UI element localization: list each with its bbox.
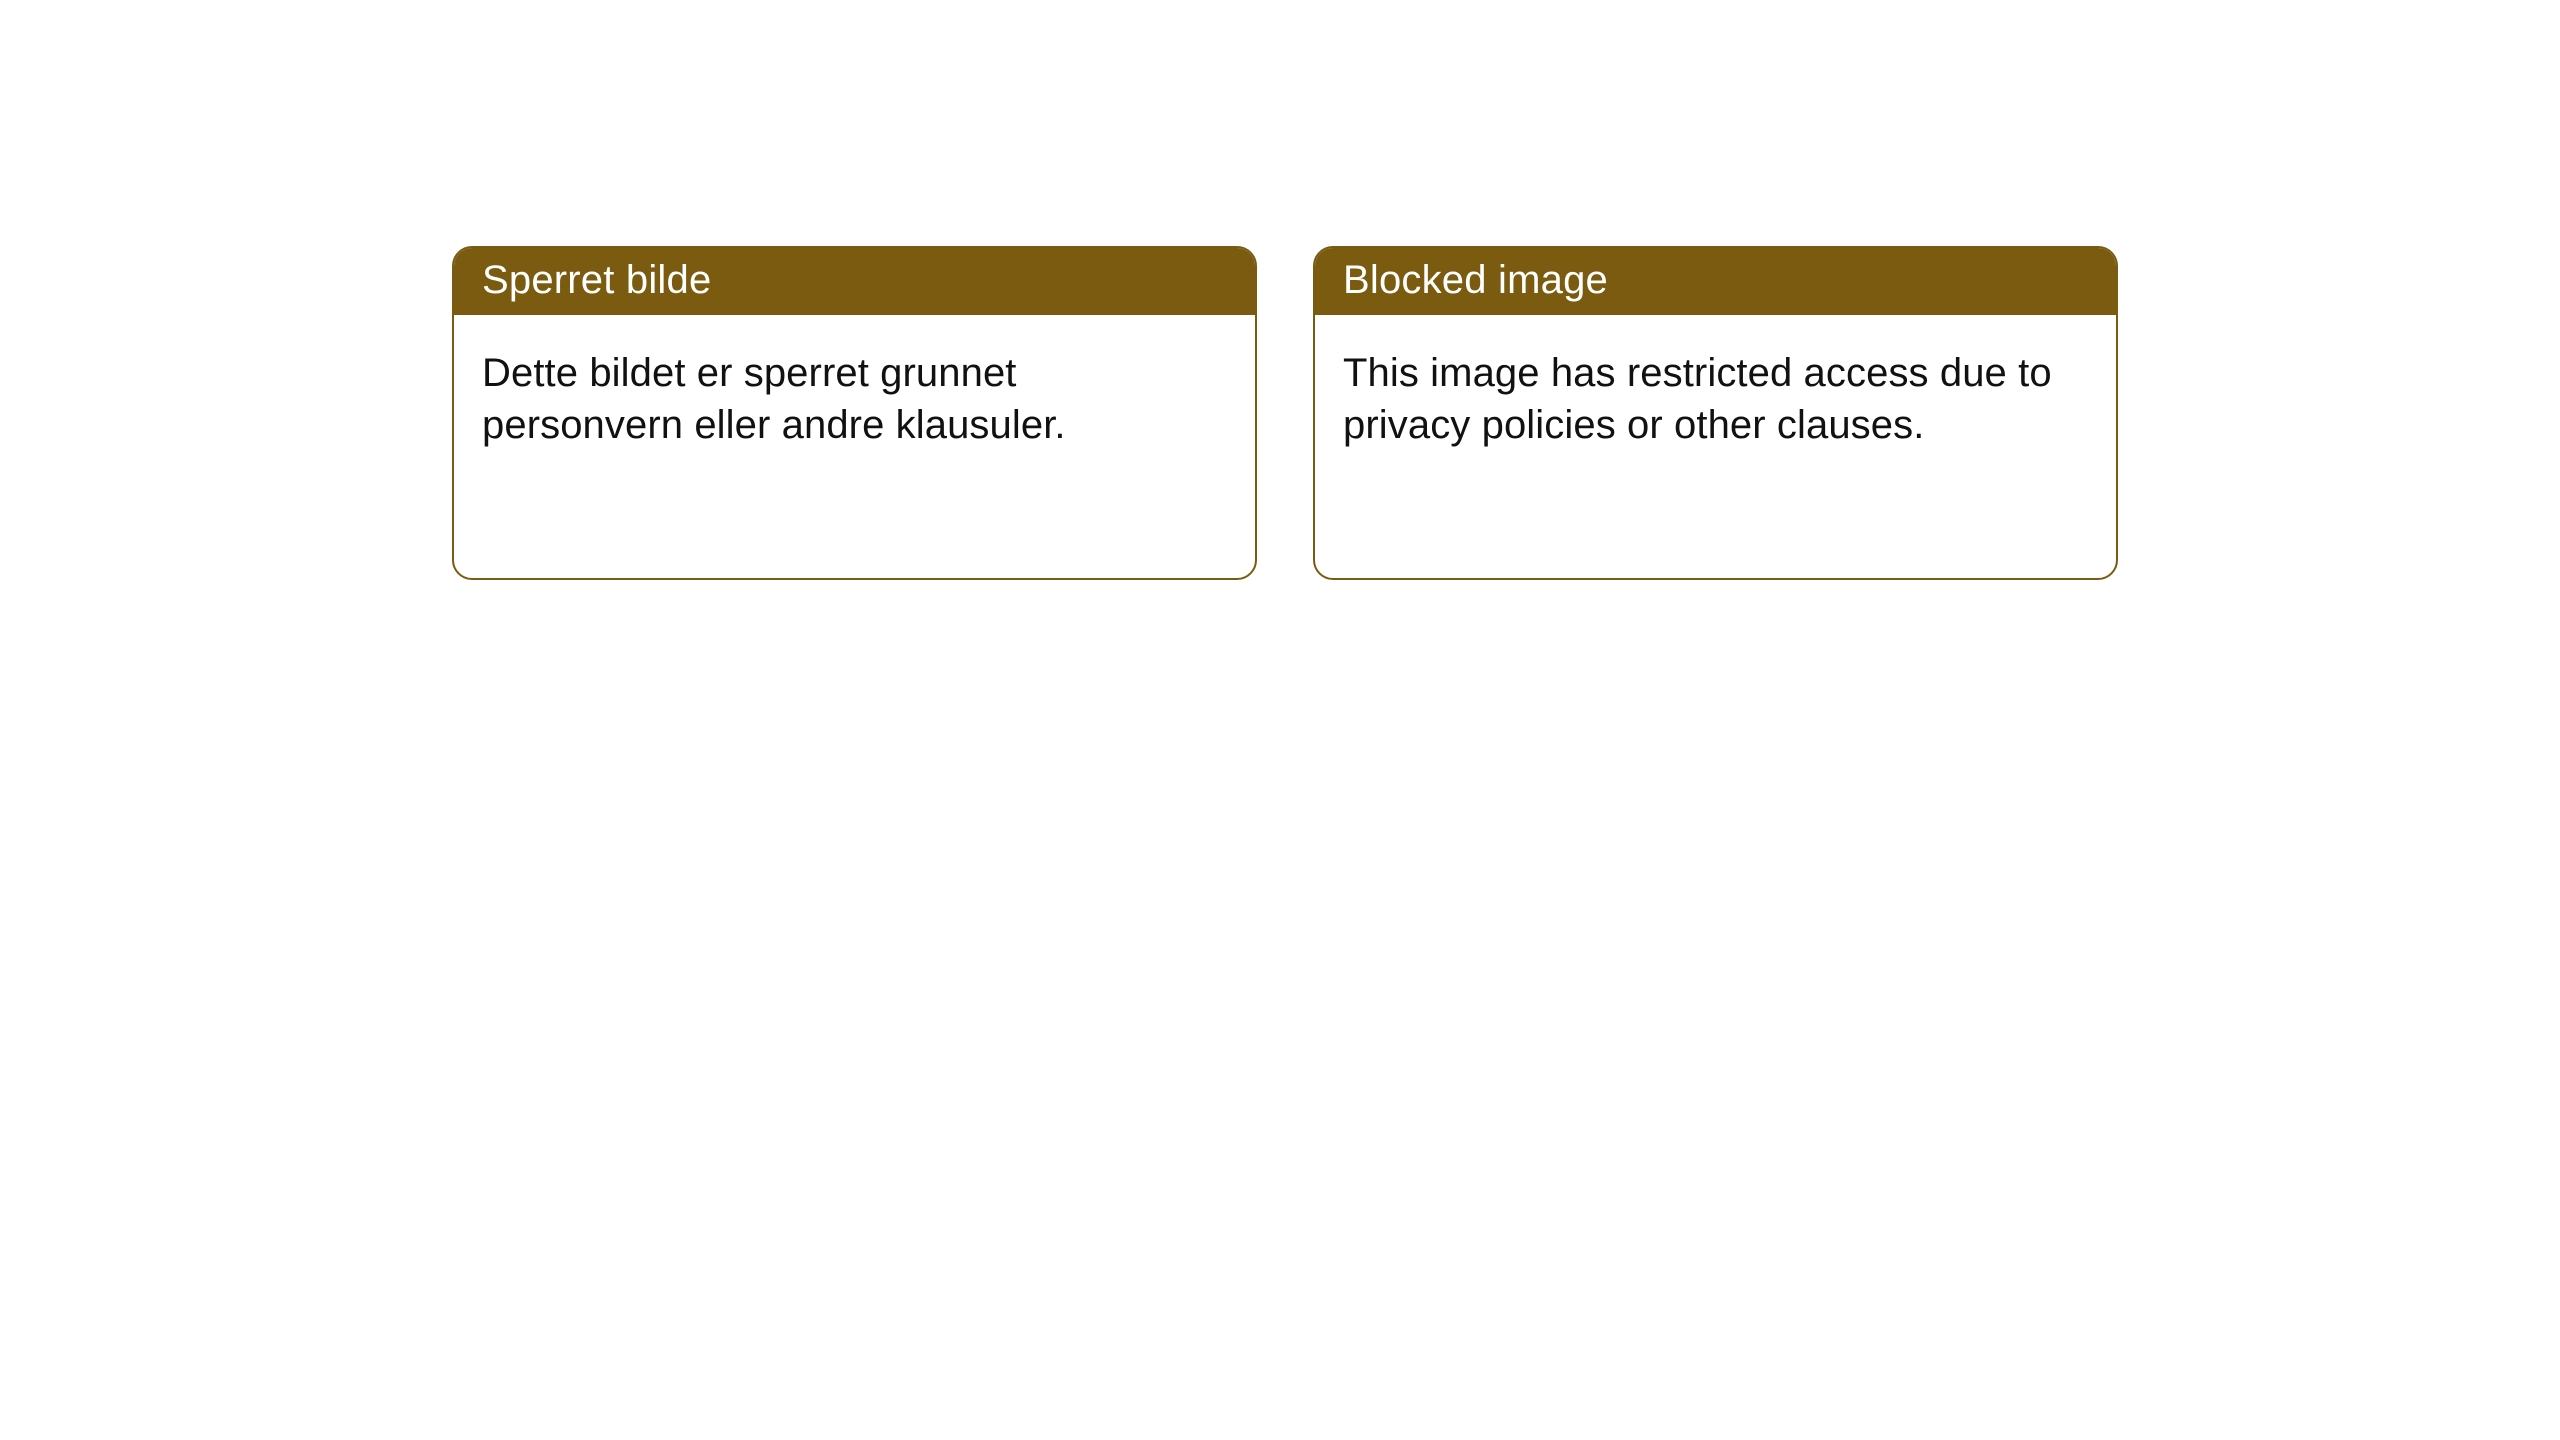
notice-container: Sperret bilde Dette bildet er sperret gr…	[0, 0, 2560, 580]
card-header: Sperret bilde	[454, 248, 1255, 315]
notice-card-english: Blocked image This image has restricted …	[1313, 246, 2118, 580]
card-body-text: This image has restricted access due to …	[1343, 351, 2052, 447]
card-header: Blocked image	[1315, 248, 2116, 315]
card-body-text: Dette bildet er sperret grunnet personve…	[482, 351, 1066, 447]
card-title: Blocked image	[1343, 258, 1608, 302]
card-body: Dette bildet er sperret grunnet personve…	[454, 315, 1255, 483]
notice-card-norwegian: Sperret bilde Dette bildet er sperret gr…	[452, 246, 1257, 580]
card-body: This image has restricted access due to …	[1315, 315, 2116, 483]
card-title: Sperret bilde	[482, 258, 711, 302]
